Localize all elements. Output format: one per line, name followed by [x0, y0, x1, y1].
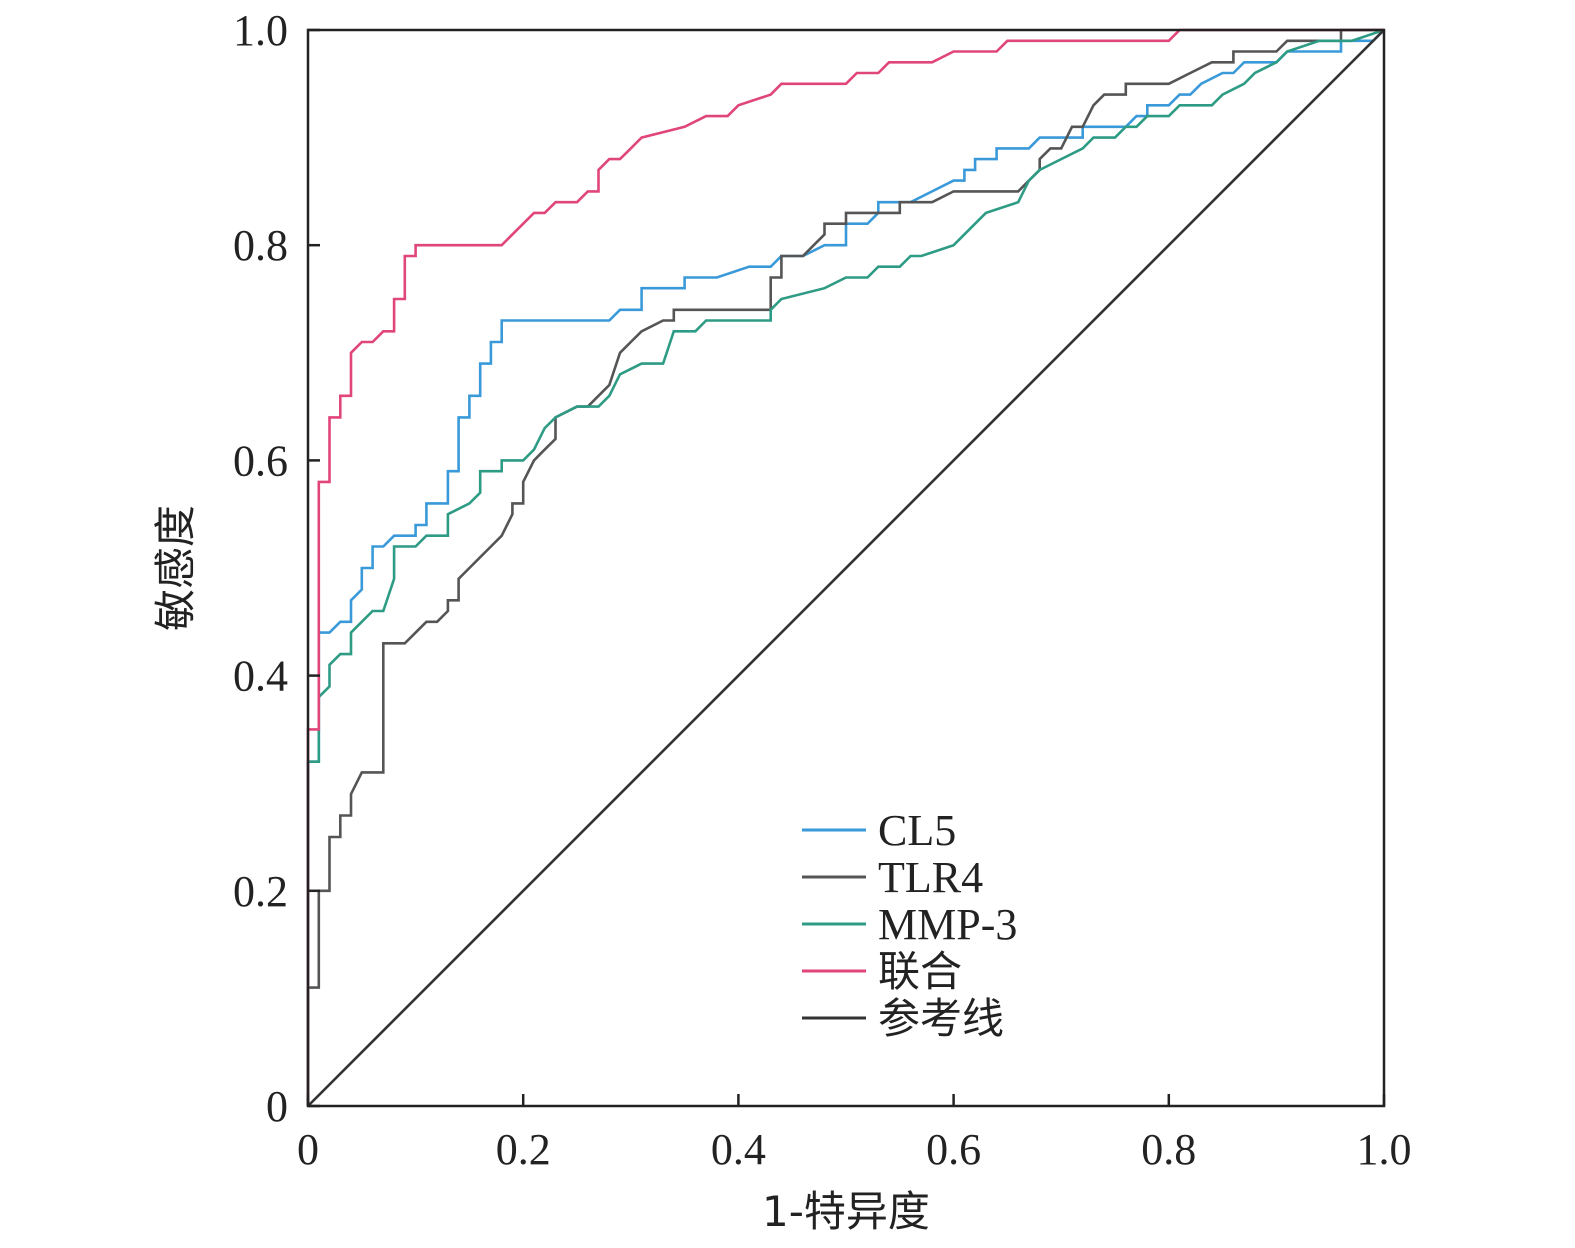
- legend-label: MMP-3: [878, 900, 1017, 949]
- x-tick-label: 0.2: [496, 1125, 551, 1174]
- x-tick-label: 1.0: [1357, 1125, 1412, 1174]
- legend-label: TLR4: [878, 853, 983, 902]
- y-axis-ticks: 0 0.2 0.4 0.6 0.8 1.0: [233, 6, 320, 1131]
- y-tick-label: 0.4: [233, 652, 288, 701]
- x-tick-label: 0: [297, 1125, 319, 1174]
- series-line-4: [307, 29, 1385, 1107]
- series-line-1: [306, 28, 1384, 1106]
- plot-frame: [306, 28, 1386, 1108]
- y-tick-label: 0: [266, 1082, 288, 1131]
- x-tick-label: 0.6: [926, 1125, 981, 1174]
- x-axis-ticks: 0 0.2 0.4 0.6 0.8 1.0: [297, 1094, 1412, 1174]
- series-line-2: [306, 28, 1385, 1106]
- roc-curves: [306, 28, 1385, 1107]
- legend-label: CL5: [878, 806, 956, 855]
- y-axis-title: 敏感度: [151, 505, 200, 631]
- y-tick-label: 0.6: [233, 436, 288, 485]
- legend-label: 参考线: [878, 994, 1004, 1043]
- legend-label: 联合: [878, 947, 962, 996]
- series-line-3: [306, 28, 1384, 1106]
- y-tick-label: 1.0: [233, 6, 288, 55]
- x-axis-title: 1-特异度: [762, 1187, 930, 1236]
- y-tick-label: 0.8: [233, 221, 288, 270]
- y-tick-label: 0.2: [233, 867, 288, 916]
- x-tick-label: 0.8: [1141, 1125, 1196, 1174]
- x-tick-label: 0.4: [711, 1125, 766, 1174]
